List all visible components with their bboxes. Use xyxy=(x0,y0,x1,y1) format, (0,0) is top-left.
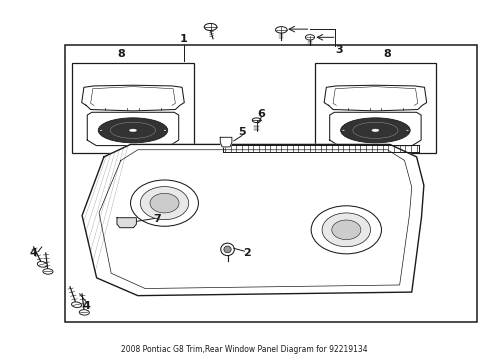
Ellipse shape xyxy=(275,27,286,33)
Ellipse shape xyxy=(305,35,314,40)
Ellipse shape xyxy=(163,130,166,131)
Ellipse shape xyxy=(405,130,408,131)
Bar xyxy=(72,63,193,153)
Text: 2008 Pontiac G8 Trim,Rear Window Panel Diagram for 92219134: 2008 Pontiac G8 Trim,Rear Window Panel D… xyxy=(121,345,367,354)
Polygon shape xyxy=(81,85,184,111)
Text: 4: 4 xyxy=(30,248,38,258)
Ellipse shape xyxy=(252,118,261,122)
Ellipse shape xyxy=(43,269,53,274)
Text: 1: 1 xyxy=(180,35,187,44)
Text: 3: 3 xyxy=(335,45,342,55)
Ellipse shape xyxy=(71,302,81,307)
Ellipse shape xyxy=(37,261,47,267)
Ellipse shape xyxy=(341,130,345,131)
Text: 6: 6 xyxy=(257,109,265,119)
Text: 4: 4 xyxy=(83,301,91,311)
Bar xyxy=(314,63,435,153)
Ellipse shape xyxy=(129,129,136,131)
Polygon shape xyxy=(324,85,426,111)
Ellipse shape xyxy=(140,186,188,220)
Bar xyxy=(65,45,476,322)
Ellipse shape xyxy=(150,193,179,213)
Ellipse shape xyxy=(99,130,102,131)
Ellipse shape xyxy=(340,118,409,143)
Ellipse shape xyxy=(79,310,89,315)
Ellipse shape xyxy=(322,213,370,247)
Ellipse shape xyxy=(130,180,198,226)
Polygon shape xyxy=(220,137,231,147)
Text: 8: 8 xyxy=(383,49,390,59)
Polygon shape xyxy=(329,112,420,145)
Text: 7: 7 xyxy=(153,214,161,224)
Polygon shape xyxy=(82,144,423,296)
Polygon shape xyxy=(117,218,136,228)
Ellipse shape xyxy=(220,243,234,256)
Ellipse shape xyxy=(371,129,378,131)
Ellipse shape xyxy=(98,118,167,143)
Ellipse shape xyxy=(331,220,360,240)
Ellipse shape xyxy=(224,246,231,253)
Ellipse shape xyxy=(310,206,381,254)
Text: 5: 5 xyxy=(238,127,245,137)
Ellipse shape xyxy=(204,23,216,31)
Text: 8: 8 xyxy=(117,49,124,59)
Polygon shape xyxy=(87,112,178,145)
Text: 2: 2 xyxy=(243,248,250,258)
